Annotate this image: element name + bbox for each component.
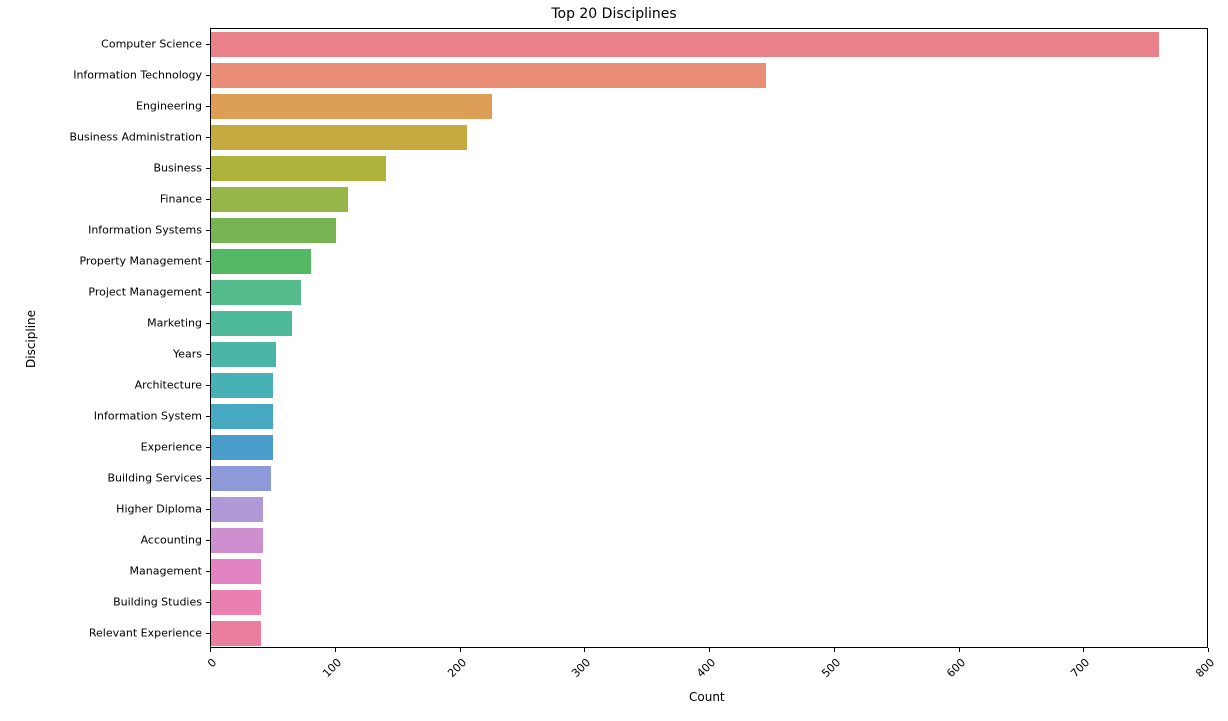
y-tick-label: Business — [153, 161, 202, 174]
y-tick-label: Computer Science — [101, 37, 202, 50]
x-tick-mark — [834, 648, 835, 652]
x-tick-mark — [460, 648, 461, 652]
x-tick-label: 200 — [417, 656, 469, 708]
y-tick-label: Higher Diploma — [116, 502, 202, 515]
y-tick-label: Engineering — [136, 99, 202, 112]
y-tick-label: Business Administration — [70, 130, 203, 143]
bar — [211, 156, 386, 181]
x-tick-mark — [709, 648, 710, 652]
bar — [211, 94, 492, 119]
y-tick-label: Relevant Experience — [89, 626, 202, 639]
bar — [211, 404, 273, 429]
chart-title: Top 20 Disciplines — [0, 6, 1228, 22]
y-tick-label: Building Services — [107, 471, 202, 484]
figure: Top 20 Disciplines Discipline Count Comp… — [0, 0, 1228, 721]
bar — [211, 342, 276, 367]
bar — [211, 528, 263, 553]
x-tick-label: 100 — [292, 656, 344, 708]
bar — [211, 249, 311, 274]
y-tick-label: Experience — [141, 440, 202, 453]
bar — [211, 187, 348, 212]
bar — [211, 218, 336, 243]
bar — [211, 125, 467, 150]
y-tick-label: Property Management — [79, 254, 202, 267]
bar — [211, 311, 292, 336]
x-tick-mark — [1083, 648, 1084, 652]
y-tick-label: Architecture — [135, 378, 202, 391]
y-tick-label: Information Technology — [73, 68, 202, 81]
bar — [211, 466, 271, 491]
bar — [211, 32, 1159, 57]
y-tick-label: Information System — [94, 409, 202, 422]
y-tick-label: Management — [130, 564, 202, 577]
y-tick-label: Accounting — [141, 533, 202, 546]
x-tick-label: 0 — [168, 656, 220, 708]
x-axis-label: Count — [689, 690, 725, 704]
y-tick-label: Finance — [160, 192, 202, 205]
x-tick-label: 800 — [1166, 656, 1218, 708]
y-axis-label: Discipline — [24, 310, 38, 368]
x-tick-mark — [1208, 648, 1209, 652]
bar — [211, 621, 261, 646]
y-tick-label: Building Studies — [113, 595, 202, 608]
x-tick-label: 500 — [791, 656, 843, 708]
y-tick-label: Information Systems — [88, 223, 202, 236]
bar — [211, 590, 261, 615]
bar — [211, 497, 263, 522]
y-tick-label: Years — [173, 347, 202, 360]
bar — [211, 435, 273, 460]
x-tick-mark — [584, 648, 585, 652]
x-tick-mark — [335, 648, 336, 652]
x-tick-mark — [210, 648, 211, 652]
bar — [211, 63, 766, 88]
x-tick-mark — [959, 648, 960, 652]
plot-area — [210, 28, 1208, 648]
x-tick-label: 700 — [1041, 656, 1093, 708]
y-tick-label: Marketing — [147, 316, 202, 329]
x-tick-label: 300 — [542, 656, 594, 708]
bar — [211, 559, 261, 584]
bar — [211, 373, 273, 398]
y-tick-label: Project Management — [88, 285, 202, 298]
bar — [211, 280, 301, 305]
x-tick-label: 600 — [916, 656, 968, 708]
